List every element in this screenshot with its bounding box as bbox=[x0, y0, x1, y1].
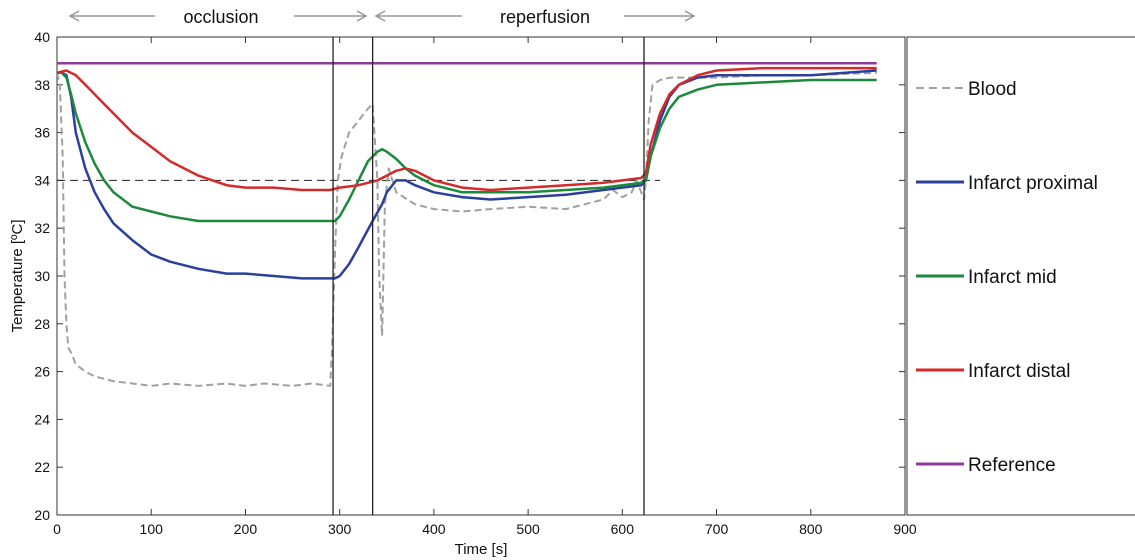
legend: Blood Infarct proximal Infarct mid Infarct … bbox=[916, 79, 1098, 476]
x-tick-label: 200 bbox=[234, 521, 258, 537]
y-tick-label: 26 bbox=[34, 364, 50, 380]
phase-annotations: occlusion reperfusion bbox=[68, 7, 696, 27]
y-tick-label: 30 bbox=[34, 268, 50, 284]
axis-ticks: 0 100 200 300 400 500 600 700 800 900 20 22 24 26 28 30… bbox=[34, 29, 916, 537]
phase-label-reperfusion: reperfusion bbox=[500, 7, 590, 27]
y-tick-label: 40 bbox=[34, 29, 50, 45]
y-tick-label: 36 bbox=[34, 125, 50, 141]
x-tick-label: 100 bbox=[140, 521, 164, 537]
x-tick-label: 900 bbox=[893, 521, 917, 537]
series-line-infarct-distal bbox=[57, 66, 877, 192]
series-line-infarct-mid bbox=[57, 71, 877, 223]
y-axis-title: Temperature [ºC] bbox=[9, 219, 26, 332]
x-tick-label: 500 bbox=[516, 521, 540, 537]
legend-label: Blood bbox=[968, 79, 1017, 100]
legend-label: Infarct distal bbox=[968, 361, 1070, 382]
y-tick-label: 34 bbox=[34, 172, 50, 188]
reperfusion-right-arrow bbox=[624, 10, 696, 22]
y-tick-label: 28 bbox=[34, 316, 50, 332]
occlusion-right-arrow bbox=[294, 10, 368, 22]
y-tick-label: 22 bbox=[34, 459, 50, 475]
legend-label: Infarct proximal bbox=[968, 173, 1098, 194]
x-tick-label: 400 bbox=[422, 521, 446, 537]
x-axis-title: Time [s] bbox=[455, 541, 508, 558]
y-tick-label: 32 bbox=[34, 220, 50, 236]
legend-label: Reference bbox=[968, 455, 1056, 476]
x-tick-label: 300 bbox=[328, 521, 352, 537]
x-tick-label: 800 bbox=[799, 521, 823, 537]
y-tick-label: 24 bbox=[34, 411, 50, 427]
occlusion-left-arrow bbox=[68, 10, 155, 22]
x-tick-label: 0 bbox=[53, 521, 61, 537]
legend-label: Infarct mid bbox=[968, 267, 1057, 288]
x-tick-label: 600 bbox=[611, 521, 635, 537]
phase-label-occlusion: occlusion bbox=[183, 7, 258, 27]
y-tick-label: 20 bbox=[34, 507, 50, 523]
y-tick-label: 38 bbox=[34, 77, 50, 93]
phase-boundaries bbox=[332, 37, 645, 515]
series-line-blood bbox=[57, 71, 877, 387]
reperfusion-left-arrow bbox=[374, 10, 462, 22]
plot-area bbox=[56, 36, 906, 516]
x-tick-label: 700 bbox=[705, 521, 729, 537]
